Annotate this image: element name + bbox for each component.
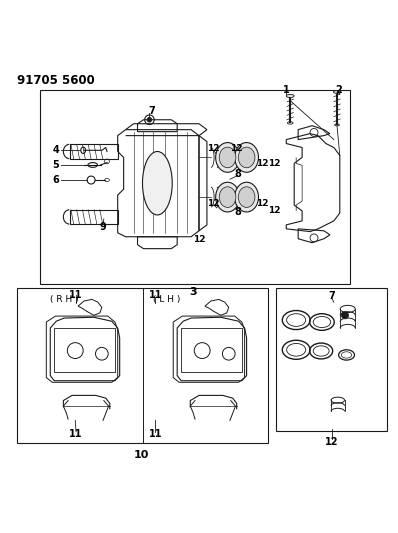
Circle shape <box>341 312 349 319</box>
Ellipse shape <box>216 182 240 212</box>
Ellipse shape <box>235 142 258 172</box>
Text: 91705 5600: 91705 5600 <box>17 74 94 86</box>
Text: 5: 5 <box>53 160 59 170</box>
Text: 2: 2 <box>335 85 342 95</box>
Text: 8: 8 <box>234 168 241 179</box>
Text: 12: 12 <box>325 437 339 447</box>
Ellipse shape <box>238 147 255 168</box>
Text: 12: 12 <box>256 159 269 168</box>
Text: 7: 7 <box>328 291 335 301</box>
Ellipse shape <box>238 187 255 207</box>
Text: 4: 4 <box>53 146 59 155</box>
Text: 10: 10 <box>134 450 149 460</box>
Text: 12: 12 <box>207 144 220 153</box>
Text: 11: 11 <box>148 429 162 439</box>
Text: 12: 12 <box>268 206 281 215</box>
Ellipse shape <box>334 91 341 93</box>
Text: 1: 1 <box>283 85 290 95</box>
Circle shape <box>147 117 152 122</box>
Text: ( L H ): ( L H ) <box>153 295 181 304</box>
Text: 9: 9 <box>100 222 106 232</box>
Text: 12: 12 <box>207 198 220 207</box>
Text: 11: 11 <box>69 429 83 439</box>
Text: 12: 12 <box>268 159 281 168</box>
Ellipse shape <box>219 187 236 207</box>
Ellipse shape <box>286 94 294 98</box>
Text: 12: 12 <box>256 199 269 208</box>
Text: 7: 7 <box>148 106 155 116</box>
Text: 8: 8 <box>234 207 241 217</box>
Ellipse shape <box>219 147 236 168</box>
Text: 12: 12 <box>230 144 243 153</box>
Ellipse shape <box>216 142 240 172</box>
Text: 11: 11 <box>148 290 162 301</box>
Text: ( R H ): ( R H ) <box>50 295 79 304</box>
Text: 6: 6 <box>53 175 59 185</box>
Text: 12: 12 <box>193 235 205 244</box>
Text: 11: 11 <box>69 290 83 301</box>
Ellipse shape <box>142 151 172 215</box>
Ellipse shape <box>235 182 258 212</box>
Text: 3: 3 <box>189 287 197 297</box>
